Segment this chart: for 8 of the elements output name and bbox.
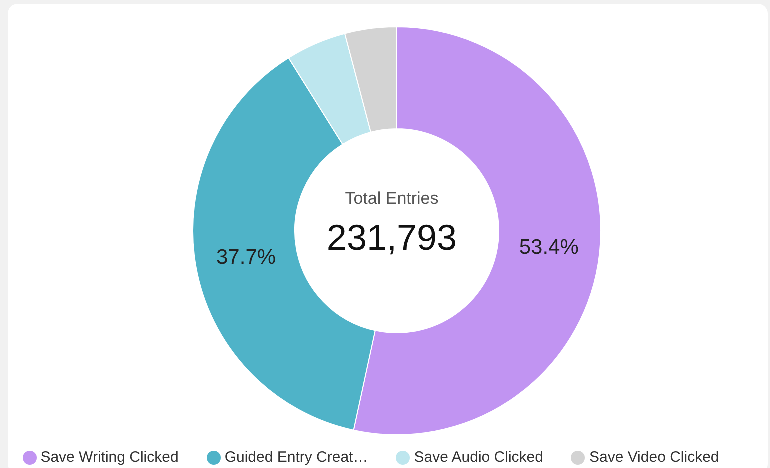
text: 231,793: [326, 217, 458, 258]
legend-label: Save Writing Clicked: [40, 449, 179, 466]
legend-label: Save Video Clicked: [589, 449, 720, 466]
text: Total Entries: [345, 189, 439, 208]
data-label: 53.4%: [519, 236, 579, 259]
legend-label: Guided Entry Creat…: [224, 449, 368, 466]
data-label: 37.7%: [216, 246, 276, 269]
legend-label: Save Audio Clicked: [414, 449, 544, 466]
